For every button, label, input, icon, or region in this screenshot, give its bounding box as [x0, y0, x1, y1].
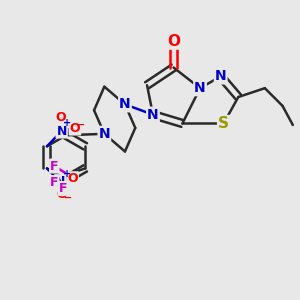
Text: N: N	[215, 69, 226, 83]
Text: −: −	[64, 193, 72, 203]
Text: N: N	[55, 175, 65, 188]
Text: F: F	[50, 176, 58, 189]
Text: N: N	[194, 81, 206, 95]
Text: +: +	[63, 169, 71, 179]
Text: +: +	[63, 118, 71, 128]
Text: O: O	[167, 34, 180, 49]
Text: N: N	[119, 98, 131, 111]
Text: N: N	[98, 127, 110, 141]
Text: N: N	[147, 108, 159, 122]
Text: O: O	[70, 122, 80, 135]
Text: O: O	[55, 111, 65, 124]
Text: O: O	[67, 172, 78, 185]
Text: F: F	[59, 182, 68, 195]
Text: O: O	[56, 188, 67, 201]
Text: S: S	[218, 116, 229, 131]
Text: −: −	[77, 120, 86, 130]
Text: F: F	[50, 160, 58, 172]
Text: N: N	[56, 124, 67, 137]
